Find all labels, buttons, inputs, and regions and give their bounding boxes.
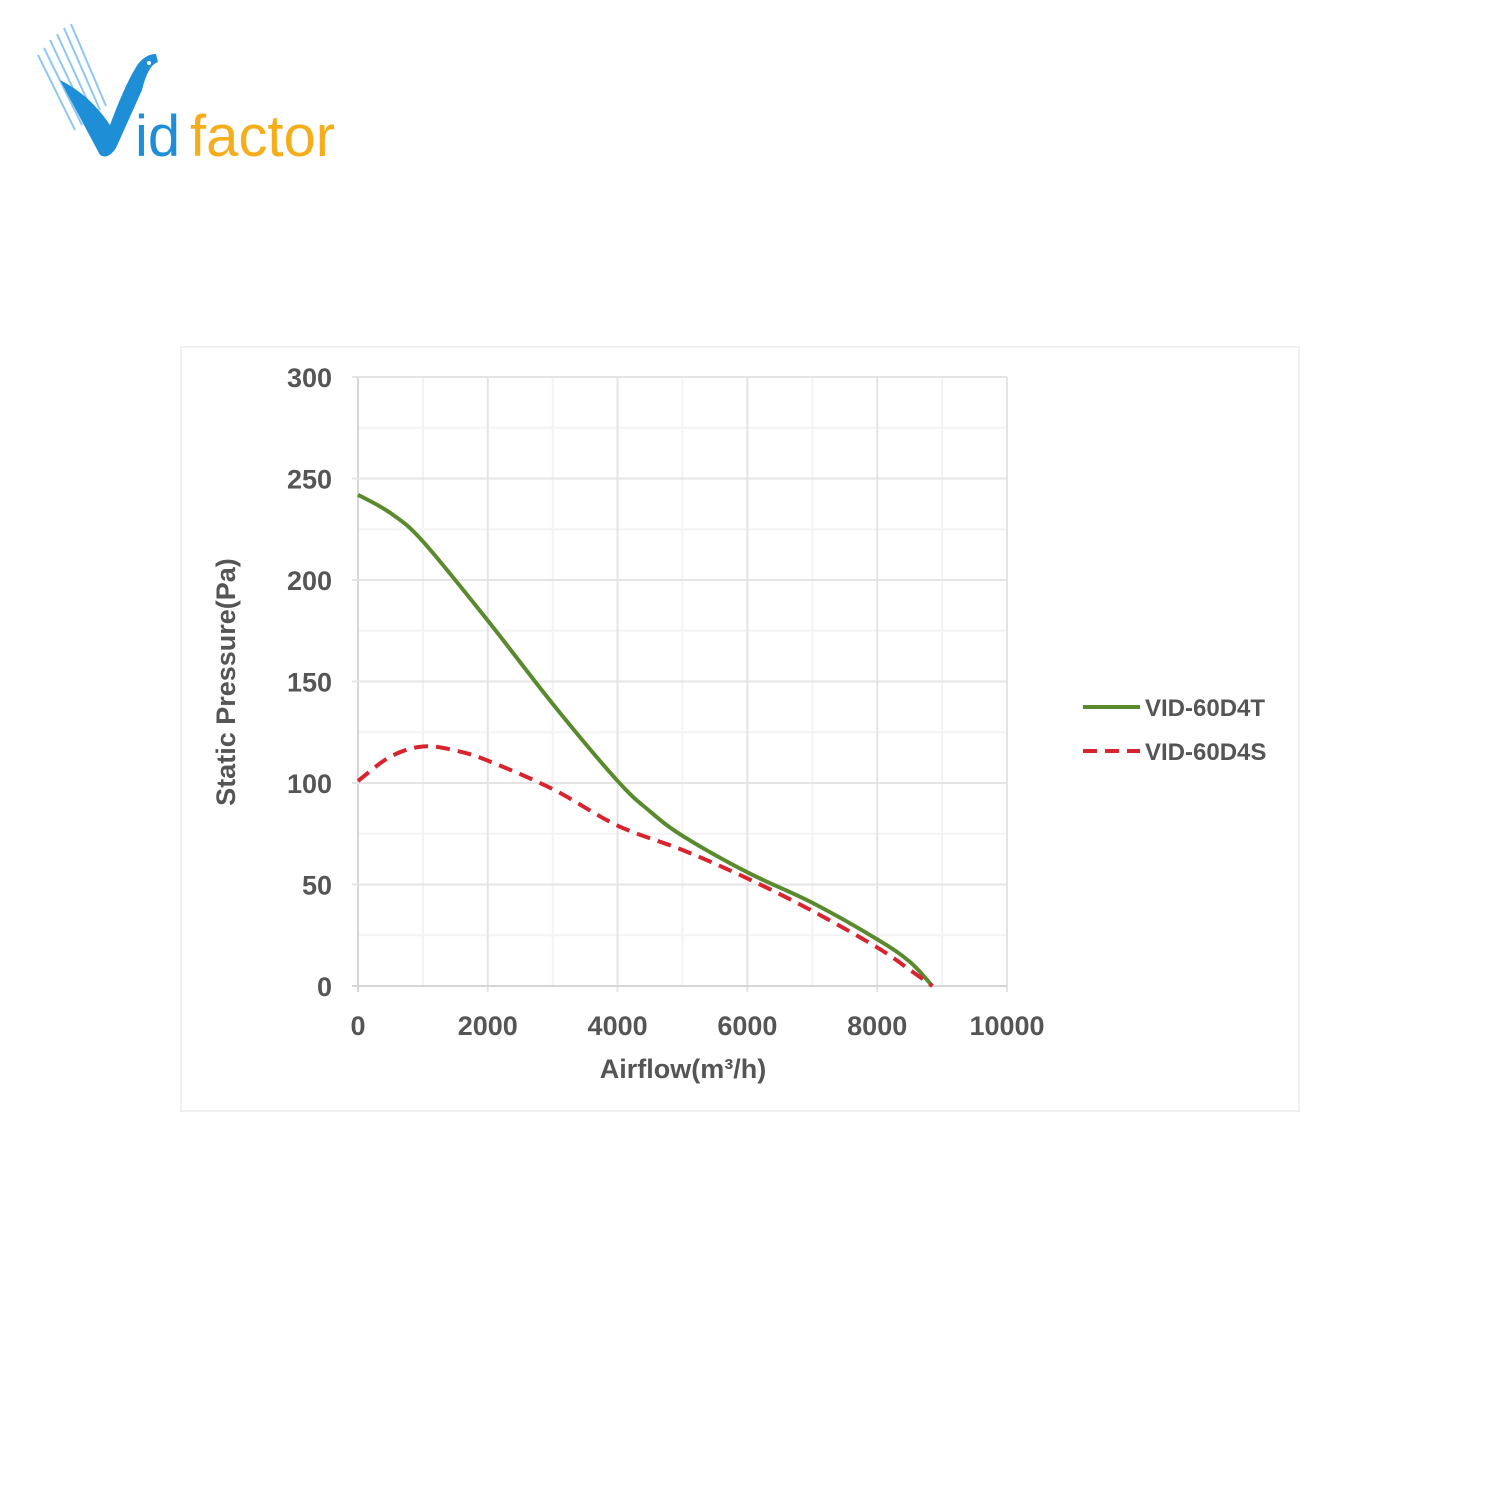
x-tick-label: 6000 [717, 1011, 777, 1041]
y-tick-label: 0 [317, 972, 332, 1002]
x-tick-label: 4000 [588, 1011, 648, 1041]
legend-label: VID-60D4S [1145, 739, 1266, 766]
bird-logo-icon [37, 23, 158, 157]
legend: VID-60D4T VID-60D4S [1083, 695, 1266, 766]
series-lines [356, 492, 934, 988]
series-line-vid-60d4s [356, 744, 934, 988]
chart-frame [180, 346, 1300, 1112]
y-axis-label: Static Pressure(Pa) [211, 558, 241, 806]
logo-text-id: id [135, 104, 180, 169]
y-tick-label: 300 [287, 363, 332, 393]
legend-label: VID-60D4T [1145, 695, 1265, 722]
x-tick-label: 10000 [969, 1011, 1044, 1041]
y-tick-label: 100 [287, 769, 332, 799]
grid [352, 376, 1008, 992]
y-tick-label: 200 [287, 566, 332, 596]
series-line-vid-60d4t [357, 492, 934, 988]
x-axis-label: Airflow(m³/h) [600, 1054, 766, 1084]
logo-text-factor: factor [190, 104, 335, 169]
vidfactor-logo: id factor [30, 20, 390, 175]
x-tick-label: 8000 [847, 1011, 907, 1041]
y-tick-label: 50 [302, 871, 332, 901]
x-tick-label: 2000 [458, 1011, 518, 1041]
tick-labels: 0 2000 4000 6000 8000 10000 0 50 100 150 200 250 300 [287, 363, 1045, 1041]
x-tick-label: 0 [350, 1011, 365, 1041]
y-tick-label: 150 [287, 668, 332, 698]
y-tick-label: 250 [287, 465, 332, 495]
